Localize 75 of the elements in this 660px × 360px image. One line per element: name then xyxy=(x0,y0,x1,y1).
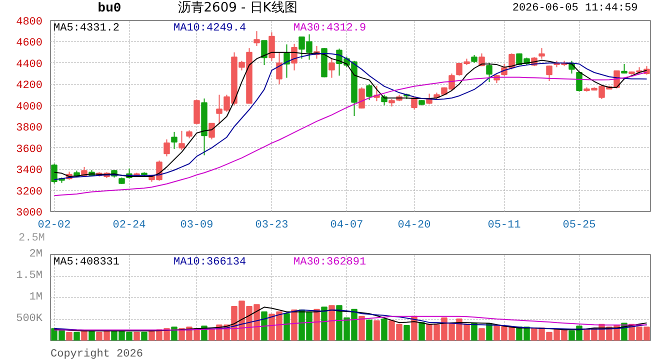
bar xyxy=(314,308,320,340)
x-tick-label: 02-24 xyxy=(112,220,146,232)
bar xyxy=(261,311,268,340)
candlestick xyxy=(254,30,260,46)
candlestick xyxy=(358,86,365,110)
candlestick xyxy=(276,52,282,85)
y-tick-label: 1M xyxy=(29,292,42,304)
x-tick-label: 05-25 xyxy=(562,220,596,232)
candlestick xyxy=(268,32,275,62)
bar xyxy=(66,332,72,340)
bar xyxy=(171,326,178,340)
candlestick xyxy=(208,122,215,140)
candlestick xyxy=(261,40,268,66)
x-tick-label: 04-07 xyxy=(330,220,364,232)
text: MA10:4249.4 xyxy=(174,22,247,34)
bar xyxy=(486,323,492,340)
bar xyxy=(366,320,372,340)
y-tick-label: 500K xyxy=(16,313,43,325)
bar xyxy=(141,332,148,340)
bar xyxy=(471,322,478,340)
candlestick xyxy=(284,44,290,78)
candlestick xyxy=(486,62,492,83)
x-tick-label: 04-20 xyxy=(398,220,431,232)
x-tick-label: 03-09 xyxy=(180,220,214,232)
candlestick xyxy=(366,84,372,101)
text: 2.5M xyxy=(18,232,45,244)
candlestick xyxy=(538,48,545,60)
text: MA30:4312.9 xyxy=(294,22,366,34)
y-tick-label: 3200 xyxy=(16,186,42,198)
bar xyxy=(374,320,380,340)
text: MA5:4331.2 xyxy=(54,22,120,34)
y-tick-label: 4000 xyxy=(16,101,42,114)
bar xyxy=(81,330,88,340)
candlestick xyxy=(328,58,335,78)
y-tick-label: 3600 xyxy=(16,144,42,156)
line-series xyxy=(54,316,648,330)
y-tick-label: 3400 xyxy=(16,165,42,178)
x-tick-label: 03-23 xyxy=(255,220,288,232)
y-tick-label: 3000 xyxy=(16,208,42,220)
y-tick-label: 4600 xyxy=(16,38,42,50)
bar xyxy=(284,313,290,340)
bar xyxy=(88,330,95,340)
bar xyxy=(404,324,410,340)
text: 2026-06-05 11:44:59 xyxy=(512,2,638,14)
text: MA30:362891 xyxy=(294,256,367,268)
bar xyxy=(74,332,80,340)
text: MA5:408331 xyxy=(54,256,120,268)
bar xyxy=(328,305,335,340)
chart-title: 沥青2609 - 日K线图 xyxy=(178,0,298,16)
y-tick-label: 4400 xyxy=(16,58,42,71)
text: MA10:366134 xyxy=(174,256,247,268)
candlestick xyxy=(194,99,200,125)
bar xyxy=(134,332,140,340)
candlestick xyxy=(478,52,485,67)
candlestick xyxy=(426,93,432,105)
y-tick-label: 4800 xyxy=(16,16,42,28)
bar xyxy=(291,309,298,340)
x-tick-label: 05-11 xyxy=(488,220,522,232)
text: bu0 xyxy=(98,0,122,16)
y-tick-label: 2M xyxy=(29,248,42,260)
bar xyxy=(381,318,388,340)
bar xyxy=(418,322,425,340)
candlestick xyxy=(546,65,552,82)
candlestick xyxy=(164,138,170,157)
y-tick-label: 4200 xyxy=(16,80,42,92)
candlestick xyxy=(576,70,582,92)
y-tick-label: 3800 xyxy=(16,122,42,135)
x-tick-label: 02-02 xyxy=(38,220,71,232)
candlestick xyxy=(171,131,178,150)
candlestick xyxy=(178,130,185,150)
bar xyxy=(478,328,485,340)
bar xyxy=(321,306,328,340)
text: Copyright 2026 xyxy=(50,348,143,360)
y-tick-label: 1.5M xyxy=(16,270,42,282)
bar xyxy=(358,316,365,340)
